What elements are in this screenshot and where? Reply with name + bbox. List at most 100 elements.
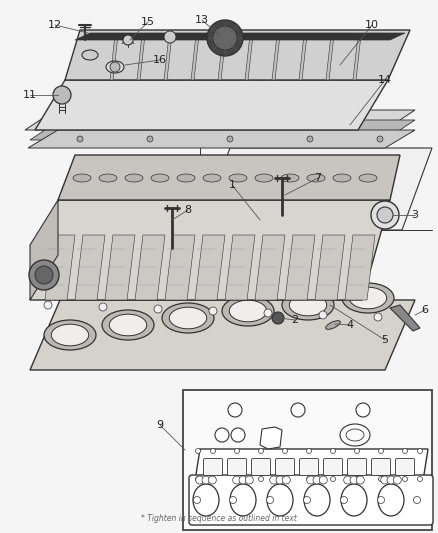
Polygon shape xyxy=(260,427,282,449)
Polygon shape xyxy=(65,30,410,80)
Circle shape xyxy=(195,477,201,481)
Circle shape xyxy=(29,260,59,290)
Polygon shape xyxy=(30,200,58,300)
Polygon shape xyxy=(255,235,285,300)
Polygon shape xyxy=(326,35,334,80)
Ellipse shape xyxy=(230,484,256,516)
Ellipse shape xyxy=(193,484,219,516)
FancyBboxPatch shape xyxy=(347,458,367,475)
Circle shape xyxy=(234,448,240,454)
FancyBboxPatch shape xyxy=(189,475,433,525)
Text: 11: 11 xyxy=(23,90,37,100)
Text: 9: 9 xyxy=(156,420,163,430)
Polygon shape xyxy=(137,35,145,80)
Ellipse shape xyxy=(359,174,377,182)
Circle shape xyxy=(211,477,215,481)
FancyBboxPatch shape xyxy=(204,458,223,475)
Circle shape xyxy=(245,476,253,484)
Ellipse shape xyxy=(106,61,124,73)
Circle shape xyxy=(110,62,120,72)
Ellipse shape xyxy=(109,314,147,336)
Polygon shape xyxy=(200,148,432,230)
FancyBboxPatch shape xyxy=(396,458,414,475)
Circle shape xyxy=(195,448,201,454)
Polygon shape xyxy=(110,35,118,80)
Ellipse shape xyxy=(44,320,96,350)
Circle shape xyxy=(313,476,321,484)
Circle shape xyxy=(35,266,53,284)
Ellipse shape xyxy=(177,174,195,182)
Circle shape xyxy=(77,136,83,142)
Circle shape xyxy=(227,136,233,142)
Circle shape xyxy=(417,477,423,481)
Circle shape xyxy=(164,31,176,43)
Polygon shape xyxy=(195,449,428,481)
Circle shape xyxy=(378,497,385,504)
Circle shape xyxy=(230,497,237,504)
Bar xyxy=(183,390,432,530)
Circle shape xyxy=(374,313,382,321)
Circle shape xyxy=(307,448,311,454)
Circle shape xyxy=(202,476,210,484)
FancyBboxPatch shape xyxy=(371,458,391,475)
Polygon shape xyxy=(353,35,361,80)
Polygon shape xyxy=(135,235,165,300)
Polygon shape xyxy=(218,35,226,80)
Circle shape xyxy=(356,403,370,417)
Circle shape xyxy=(356,476,364,484)
FancyBboxPatch shape xyxy=(324,458,343,475)
Circle shape xyxy=(283,476,290,484)
Ellipse shape xyxy=(255,174,273,182)
Ellipse shape xyxy=(282,290,334,320)
Polygon shape xyxy=(30,120,415,140)
Circle shape xyxy=(266,497,273,504)
Ellipse shape xyxy=(82,50,98,60)
Circle shape xyxy=(270,476,278,484)
Circle shape xyxy=(258,448,264,454)
Circle shape xyxy=(371,201,399,229)
Ellipse shape xyxy=(378,484,404,516)
Ellipse shape xyxy=(333,174,351,182)
Polygon shape xyxy=(195,235,225,300)
Text: 12: 12 xyxy=(48,20,62,30)
Polygon shape xyxy=(272,35,280,80)
Ellipse shape xyxy=(51,324,89,346)
Circle shape xyxy=(194,497,201,504)
Circle shape xyxy=(207,20,243,56)
Circle shape xyxy=(377,136,383,142)
Polygon shape xyxy=(165,235,195,300)
Ellipse shape xyxy=(229,174,247,182)
Circle shape xyxy=(211,448,215,454)
Circle shape xyxy=(234,477,240,481)
FancyBboxPatch shape xyxy=(227,458,247,475)
Polygon shape xyxy=(75,33,405,40)
Circle shape xyxy=(307,477,311,481)
Ellipse shape xyxy=(102,310,154,340)
Circle shape xyxy=(215,428,229,442)
Circle shape xyxy=(228,403,242,417)
Circle shape xyxy=(209,307,217,315)
Text: 13: 13 xyxy=(195,15,209,25)
Circle shape xyxy=(291,403,305,417)
Circle shape xyxy=(307,476,314,484)
Circle shape xyxy=(233,476,241,484)
Circle shape xyxy=(196,476,204,484)
Circle shape xyxy=(272,312,284,324)
FancyBboxPatch shape xyxy=(276,458,294,475)
Text: 4: 4 xyxy=(346,320,353,330)
Circle shape xyxy=(208,476,216,484)
Polygon shape xyxy=(315,235,345,300)
Circle shape xyxy=(417,448,423,454)
Circle shape xyxy=(387,476,395,484)
Ellipse shape xyxy=(151,174,169,182)
Polygon shape xyxy=(105,235,135,300)
Circle shape xyxy=(231,428,245,442)
Polygon shape xyxy=(30,200,390,300)
Circle shape xyxy=(319,476,327,484)
Ellipse shape xyxy=(169,307,207,329)
Ellipse shape xyxy=(203,174,221,182)
Text: 10: 10 xyxy=(365,20,379,30)
Ellipse shape xyxy=(289,294,327,316)
Ellipse shape xyxy=(281,174,299,182)
Ellipse shape xyxy=(342,283,394,313)
